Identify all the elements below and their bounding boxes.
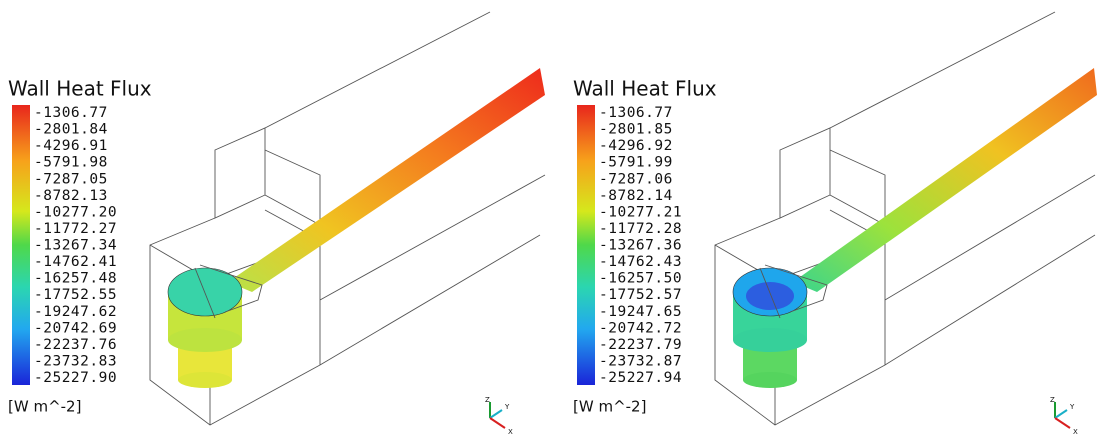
legend-label: -19247.62 (34, 304, 117, 320)
geometry (150, 12, 545, 425)
color-bar (12, 105, 30, 385)
legend-label: -16257.50 (599, 271, 682, 287)
legend-label: -13267.34 (34, 238, 117, 254)
legend-label: -14762.41 (34, 254, 117, 270)
axis-label: Y (1069, 403, 1075, 411)
legend-label: -13267.36 (599, 238, 682, 254)
axis-label: X (508, 428, 513, 436)
axis-label: Z (1050, 396, 1055, 404)
legend-title: Wall Heat Flux (573, 77, 717, 101)
legend-label: -16257.48 (34, 271, 117, 287)
legend-label: -19247.65 (599, 304, 682, 320)
legend-label: -22237.76 (34, 337, 117, 353)
legend-title: Wall Heat Flux (8, 77, 152, 101)
legend-label: -17752.57 (599, 287, 682, 303)
axis-label: Y (504, 403, 510, 411)
legend-label: -11772.27 (34, 221, 117, 237)
axis-triad (490, 402, 505, 428)
beam (228, 68, 545, 292)
legend-label: -20742.69 (34, 320, 117, 336)
legend-label: -20742.72 (599, 320, 682, 336)
legend-label: -4296.91 (34, 138, 108, 154)
legend-label: -25227.90 (34, 370, 117, 386)
color-bar (577, 105, 595, 385)
legend-label: -14762.43 (599, 254, 682, 270)
legend-unit: [W m^-2] (573, 398, 646, 416)
legend-label: -7287.05 (34, 171, 108, 187)
legend-label: -4296.92 (599, 138, 673, 154)
legend-label: -8782.13 (34, 188, 108, 204)
legend-unit: [W m^-2] (8, 398, 81, 416)
legend-label: -25227.94 (599, 370, 682, 386)
legend-label: -8782.14 (599, 188, 673, 204)
axis-triad (1055, 402, 1070, 428)
legend-label: -10277.21 (599, 204, 682, 220)
legend-label: -7287.06 (599, 171, 673, 187)
legend-label: -11772.28 (599, 221, 682, 237)
legend-label: -5791.98 (34, 155, 108, 171)
panel: Wall Heat Flux -1306.77-2801.85-4296.92-5… (573, 12, 1097, 436)
legend-label: -1306.77 (34, 105, 108, 121)
beam (793, 68, 1097, 292)
legend-label: -17752.55 (34, 287, 117, 303)
screenshot: Wall Heat Flux-1306.77-2801.84-4296.91-5… (0, 0, 1098, 445)
legend-label: -5791.99 (599, 155, 673, 171)
legend-label: -2801.84 (34, 122, 108, 138)
geometry (715, 12, 1097, 425)
legend-label: -22237.79 (599, 337, 682, 353)
legend-label: -23732.83 (34, 353, 117, 369)
panel: Wall Heat Flux -1306.77-2801.84-4296.91-5… (8, 12, 545, 436)
legend-label: -10277.20 (34, 204, 117, 220)
legend-label: -1306.77 (599, 105, 673, 121)
axis-label: X (1073, 428, 1078, 436)
legend-label: -2801.85 (599, 122, 673, 138)
axis-label: Z (485, 396, 490, 404)
legend-label: -23732.87 (599, 353, 682, 369)
